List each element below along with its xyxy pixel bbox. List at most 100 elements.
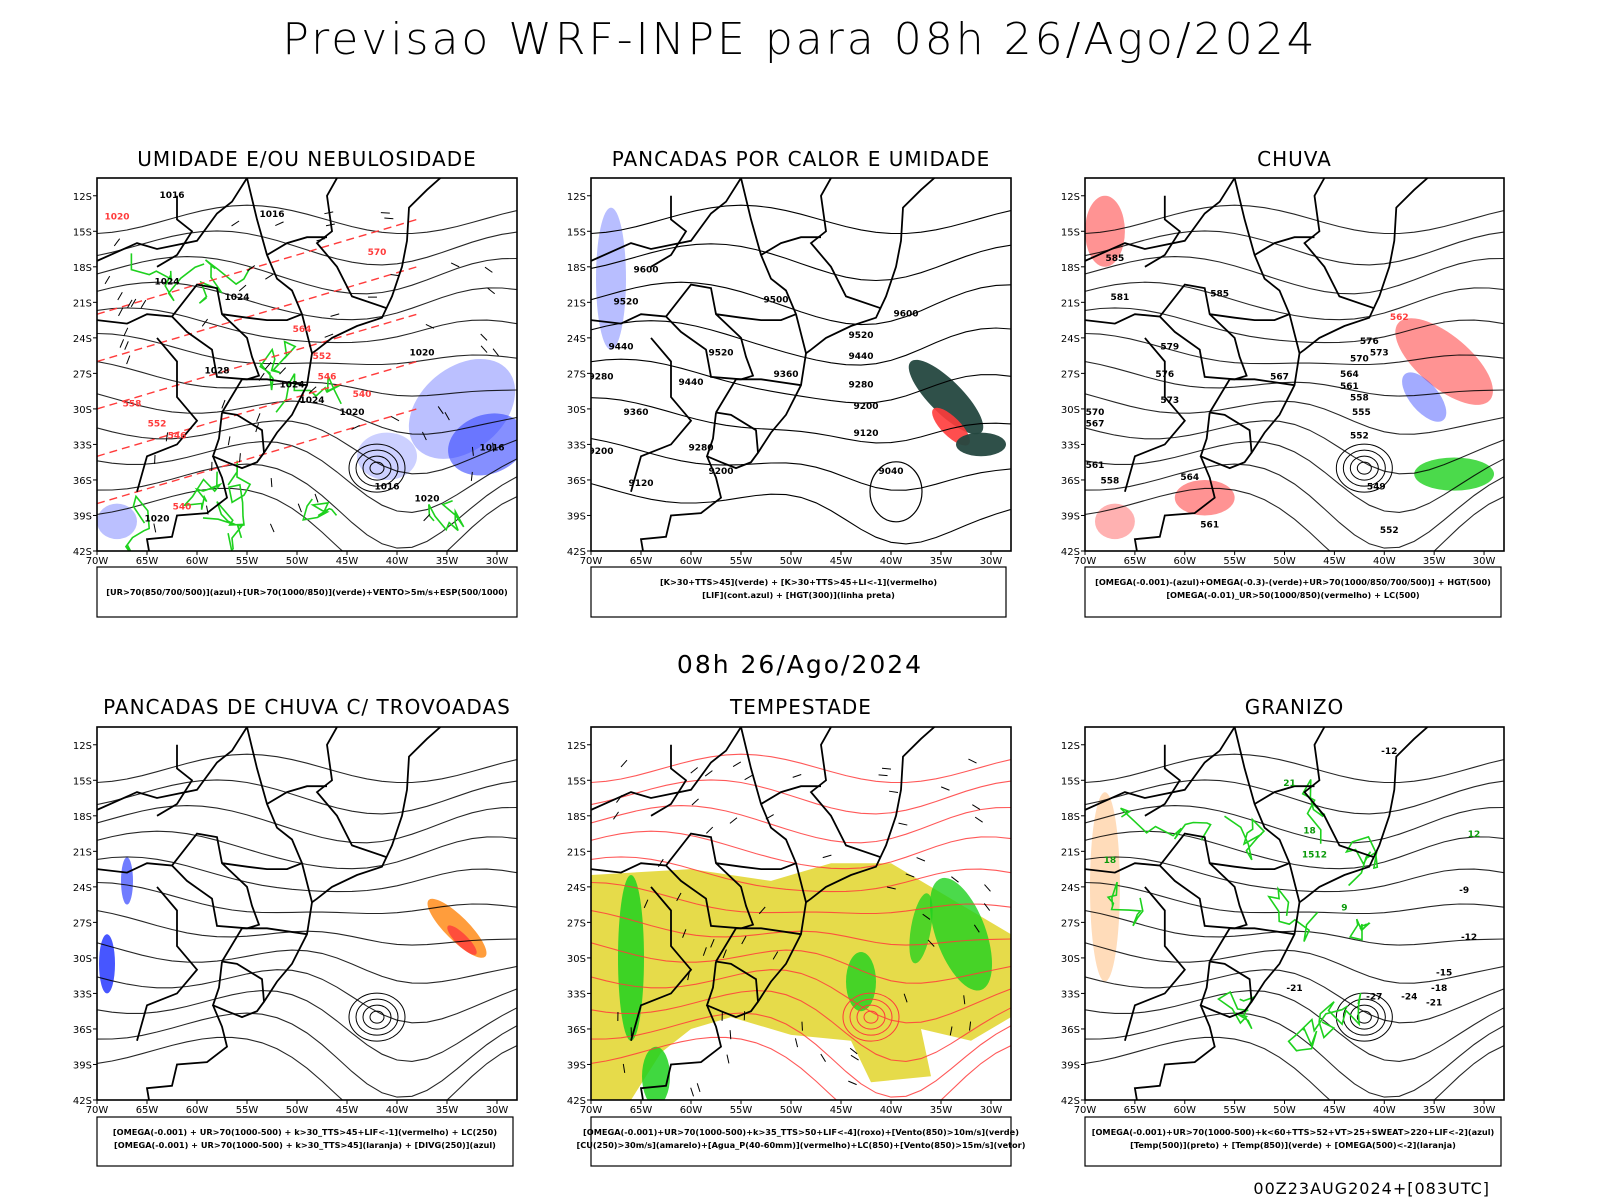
y-tick-label: 12S xyxy=(567,741,586,752)
isoline xyxy=(97,393,517,435)
isoline xyxy=(1085,1036,1504,1100)
contour-label: 9200 xyxy=(588,447,613,457)
y-tick-label: 15S xyxy=(73,227,92,238)
x-tick-label: 50W xyxy=(1273,1105,1296,1116)
humidity-contour xyxy=(302,498,338,521)
x-tick-label: 60W xyxy=(680,1105,703,1116)
country-border xyxy=(1144,195,1181,268)
isoline xyxy=(97,990,517,1062)
country-border xyxy=(1085,178,1236,262)
wind-vector xyxy=(706,826,714,834)
contour-label: -24 xyxy=(1401,992,1417,1002)
panel-title: PANCADAS POR CALOR E UMIDADE xyxy=(612,147,991,171)
legend-text: [UR>70(850/700/500)](azul)+[UR>70(1000/8… xyxy=(106,587,508,597)
wind-vector xyxy=(682,929,687,938)
contour-label: 1024 xyxy=(154,278,179,288)
y-tick-label: 12S xyxy=(73,192,92,203)
contour-label: 9280 xyxy=(588,372,613,382)
y-tick-label: 21S xyxy=(567,298,586,309)
y-tick-label: 21S xyxy=(1061,298,1080,309)
country-border xyxy=(1233,727,1301,1003)
shaded-area xyxy=(1089,792,1120,982)
x-tick-label: 65W xyxy=(630,1105,653,1116)
contour-label: 540 xyxy=(173,503,192,513)
isoline xyxy=(591,969,1011,1024)
contour-label: 9520 xyxy=(848,331,873,341)
wind-vector xyxy=(969,1021,972,1031)
wind-vector xyxy=(690,1087,695,1097)
forecast-time-subtitle: 08h 26/Ago/2024 xyxy=(676,650,924,679)
x-tick-label: 55W xyxy=(1223,1105,1246,1116)
map-frame xyxy=(590,177,1012,552)
y-tick-label: 27S xyxy=(73,918,92,929)
contour-label: 570 xyxy=(368,248,387,258)
contour-label: 1024 xyxy=(279,381,304,391)
contour-label: 564 xyxy=(1340,370,1359,380)
shaded-area xyxy=(1094,503,1135,540)
wind-vector xyxy=(221,399,226,409)
country-border xyxy=(715,862,797,870)
country-border xyxy=(97,178,248,262)
isoline xyxy=(591,204,1011,235)
wind-vector xyxy=(384,217,394,220)
y-tick-label: 27S xyxy=(1061,369,1080,380)
y-tick-label: 33S xyxy=(567,440,586,451)
cyclone-ring xyxy=(842,992,900,1042)
contour-label: -27 xyxy=(1366,992,1382,1002)
contour-label: 576 xyxy=(1360,337,1379,347)
y-tick-label: 36S xyxy=(567,476,586,487)
wind-vector xyxy=(722,949,727,959)
wind-vector xyxy=(690,767,698,774)
isoline xyxy=(591,243,1011,282)
country-border xyxy=(1303,178,1375,310)
contour-label: 9520 xyxy=(708,349,733,359)
contour-label: 576 xyxy=(1155,370,1174,380)
legend-text: [OMEGA(-0.001) + UR>70(1000-500) + k>30_… xyxy=(113,1127,497,1137)
country-border xyxy=(591,283,755,381)
legend-box xyxy=(96,566,518,618)
contour-label: 18 xyxy=(1104,856,1117,866)
y-tick-label: 24S xyxy=(1061,334,1080,345)
x-tick-label: 65W xyxy=(1124,1105,1147,1116)
contour-label: -21 xyxy=(1286,984,1302,994)
shaded-area xyxy=(447,925,477,955)
contour-label: 570 xyxy=(1086,408,1105,418)
isoline xyxy=(591,397,1011,444)
y-tick-label: 30S xyxy=(1061,405,1080,416)
wind-vector xyxy=(889,790,899,793)
thickness-contour xyxy=(97,408,418,505)
contour-label: 9280 xyxy=(848,381,873,391)
country-border xyxy=(1085,727,1236,811)
thickness-contour xyxy=(97,360,418,457)
y-tick-label: 24S xyxy=(1061,883,1080,894)
isoline xyxy=(1085,942,1504,984)
wind-vector xyxy=(849,1047,858,1055)
map-frame xyxy=(590,726,1012,1101)
contour-label: 1020 xyxy=(104,212,129,222)
legend-text: [OMEGA(-0.001) + UR>70(1000-500) + k>30_… xyxy=(114,1140,496,1150)
legend-text: [OMEGA(-0.001)-(azul)+OMEGA(-0.3)-(verde… xyxy=(1095,577,1491,587)
isoline xyxy=(1085,881,1504,915)
country-border xyxy=(211,411,265,470)
country-border xyxy=(591,178,742,262)
country-border xyxy=(145,455,229,551)
contour-label: 1020 xyxy=(339,408,364,418)
isoline xyxy=(1085,805,1504,844)
country-border xyxy=(1208,927,1295,962)
x-tick-label: 45W xyxy=(830,1105,853,1116)
y-tick-label: 21S xyxy=(1061,847,1080,858)
cyclone-ring xyxy=(362,455,392,481)
isoline xyxy=(97,1012,517,1098)
contour-label: -12 xyxy=(1461,933,1477,943)
contour-label: 9440 xyxy=(848,352,873,362)
contour-label: 18 xyxy=(1303,827,1316,837)
wind-vector xyxy=(772,951,779,960)
country-border xyxy=(805,727,936,904)
x-tick-label: 60W xyxy=(186,556,209,567)
wind-vector xyxy=(380,212,390,214)
x-tick-label: 45W xyxy=(336,556,359,567)
contour-label: 552 xyxy=(313,352,332,362)
isoline xyxy=(97,881,517,915)
wind-vector xyxy=(309,386,317,394)
cyclone-ring xyxy=(1349,455,1379,481)
